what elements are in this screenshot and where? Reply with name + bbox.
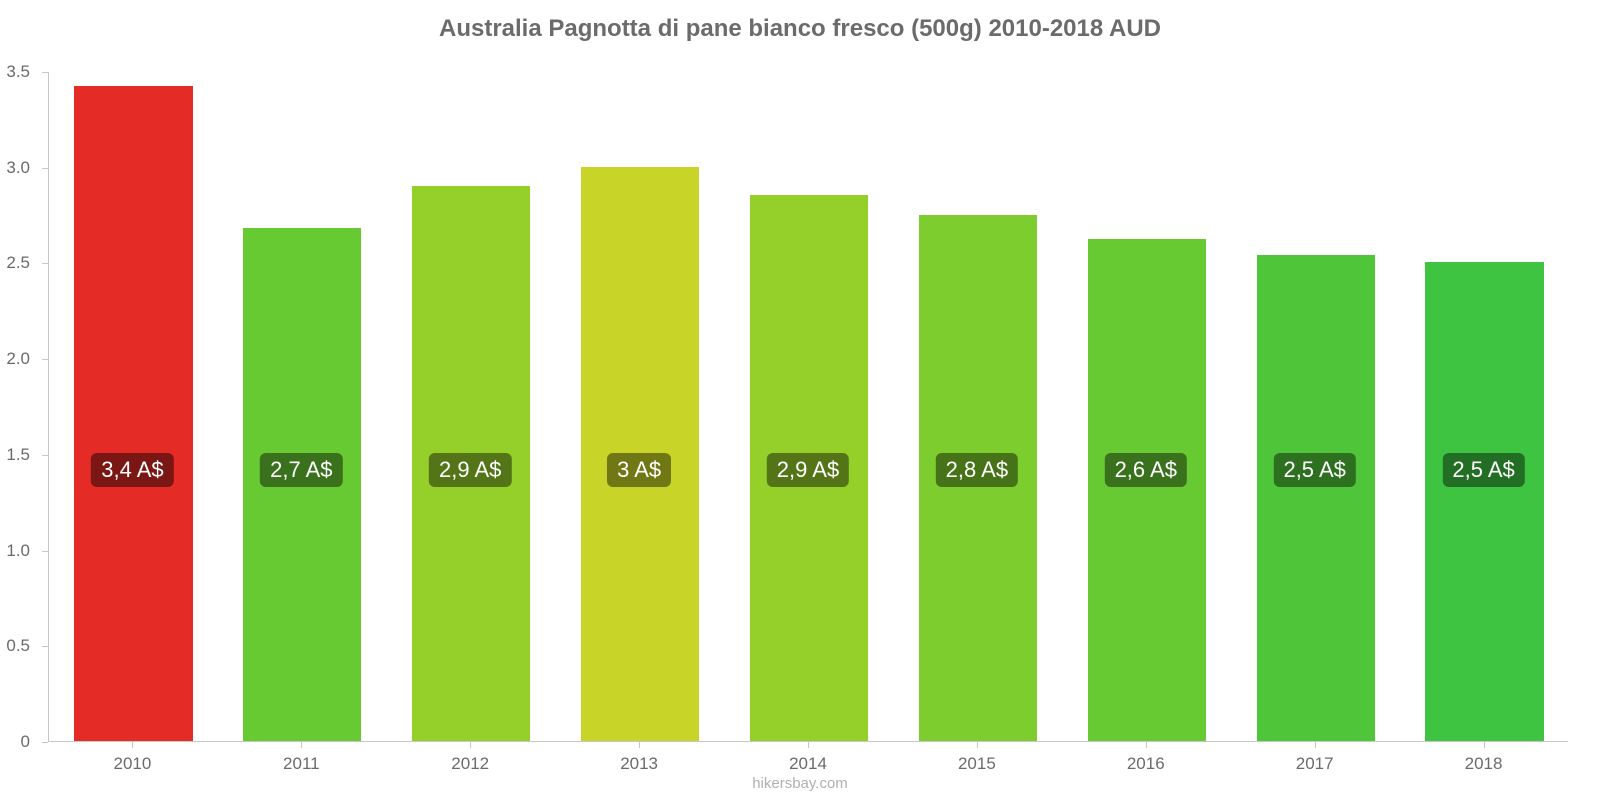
bar-value-label: 2,9 A$ xyxy=(767,453,849,487)
bar-value-label: 3,4 A$ xyxy=(91,453,173,487)
x-tick-mark xyxy=(1315,742,1316,748)
bar-value-label: 2,7 A$ xyxy=(260,453,342,487)
bar-value-label: 2,6 A$ xyxy=(1105,453,1187,487)
bar xyxy=(1425,262,1543,741)
bar-value-label: 3 A$ xyxy=(607,453,671,487)
y-tick-label: 2.0 xyxy=(0,349,30,369)
y-tick-label: 1.0 xyxy=(0,541,30,561)
x-tick-label: 2012 xyxy=(451,754,489,774)
y-tick-label: 0.5 xyxy=(0,636,30,656)
x-tick-label: 2010 xyxy=(114,754,152,774)
x-tick-mark xyxy=(470,742,471,748)
x-tick-label: 2018 xyxy=(1465,754,1503,774)
bar-value-label: 2,5 A$ xyxy=(1442,453,1524,487)
y-tick-label: 0 xyxy=(0,732,30,752)
bar xyxy=(1257,255,1375,741)
x-tick-label: 2017 xyxy=(1296,754,1334,774)
y-tick-label: 2.5 xyxy=(0,253,30,273)
x-tick-label: 2011 xyxy=(283,754,320,774)
x-tick-label: 2013 xyxy=(620,754,658,774)
bar-value-label: 2,5 A$ xyxy=(1273,453,1355,487)
bar-value-label: 2,9 A$ xyxy=(429,453,511,487)
y-tick-label: 1.5 xyxy=(0,445,30,465)
y-tick-label: 3.0 xyxy=(0,158,30,178)
y-tick-mark xyxy=(42,168,48,169)
x-tick-mark xyxy=(1484,742,1485,748)
x-tick-label: 2014 xyxy=(789,754,827,774)
y-tick-mark xyxy=(42,551,48,552)
x-tick-label: 2015 xyxy=(958,754,996,774)
bar-value-label: 2,8 A$ xyxy=(936,453,1018,487)
y-tick-mark xyxy=(42,72,48,73)
bar xyxy=(74,86,192,741)
plot-area xyxy=(48,72,1568,742)
attribution: hikersbay.com xyxy=(0,775,1600,792)
y-tick-mark xyxy=(42,359,48,360)
x-tick-mark xyxy=(132,742,133,748)
x-tick-label: 2016 xyxy=(1127,754,1165,774)
chart-container: Australia Pagnotta di pane bianco fresco… xyxy=(0,0,1600,800)
x-tick-mark xyxy=(808,742,809,748)
y-tick-mark xyxy=(42,742,48,743)
y-tick-mark xyxy=(42,263,48,264)
y-tick-mark xyxy=(42,455,48,456)
x-tick-mark xyxy=(639,742,640,748)
bar xyxy=(1088,239,1206,741)
chart-title: Australia Pagnotta di pane bianco fresco… xyxy=(0,15,1600,43)
x-tick-mark xyxy=(301,742,302,748)
y-tick-mark xyxy=(42,646,48,647)
x-tick-mark xyxy=(1146,742,1147,748)
y-tick-label: 3.5 xyxy=(0,62,30,82)
x-tick-mark xyxy=(977,742,978,748)
